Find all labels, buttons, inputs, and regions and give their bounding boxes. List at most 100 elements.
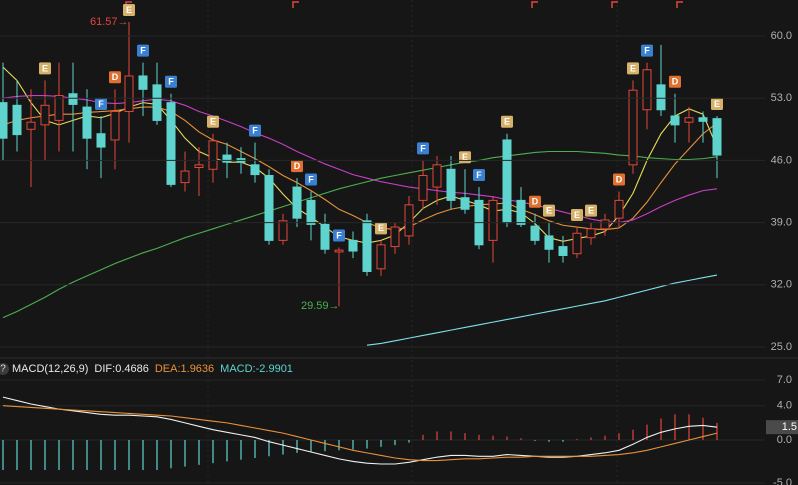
event-label: D <box>112 72 119 82</box>
high-annotation: 61.57→ <box>90 16 129 28</box>
help-icon[interactable]: ? <box>0 364 6 375</box>
candle-body <box>572 232 582 255</box>
event-badge <box>291 160 303 173</box>
corner-marker <box>676 1 683 8</box>
candle-body <box>670 115 680 126</box>
candle-body <box>194 164 204 169</box>
candle-body <box>684 117 694 123</box>
candle-body <box>124 75 134 113</box>
candle-body <box>68 93 78 105</box>
event-label: D <box>616 174 623 184</box>
event-badge <box>109 71 121 84</box>
macd-header-item: MACD:-2.9901 <box>220 363 293 375</box>
candle-body <box>208 140 218 170</box>
series-line <box>2 150 718 319</box>
event-label: E <box>378 223 384 233</box>
event-label: D <box>532 197 539 207</box>
candle-body <box>432 164 442 188</box>
candle-body <box>712 118 722 156</box>
low-annotation: 29.59→ <box>301 300 340 312</box>
y-tick-label: 53.0 <box>771 92 792 104</box>
event-badge <box>375 222 387 235</box>
lines <box>2 66 718 346</box>
corner-marker <box>611 1 618 8</box>
event-label: E <box>462 152 468 162</box>
series-line <box>2 405 718 462</box>
candle-body <box>40 104 50 126</box>
event-label: F <box>308 174 314 184</box>
event-label: F <box>168 77 174 87</box>
macd-header-item: MACD(12,26,9) <box>12 363 88 375</box>
event-label: F <box>252 125 258 135</box>
candle-body <box>166 102 176 185</box>
y-tick-label: 32.0 <box>771 279 792 291</box>
current-value-label: 1.5 <box>782 421 797 433</box>
candle-body <box>600 219 610 230</box>
event-label: E <box>546 205 552 215</box>
series-line <box>366 274 718 346</box>
series-line <box>2 396 718 465</box>
event-badge <box>627 62 639 75</box>
candle-body <box>180 170 190 184</box>
event-label: F <box>420 143 426 153</box>
event-badge <box>711 97 723 110</box>
candle-body <box>0 102 8 139</box>
event-badge <box>123 4 135 17</box>
corner-marker <box>531 1 538 8</box>
candle-body <box>558 246 568 256</box>
y-tick-label: 60.0 <box>771 30 792 42</box>
candle-body <box>320 223 330 250</box>
event-badge <box>137 44 149 57</box>
candle-body <box>586 228 596 239</box>
event-badge <box>669 75 681 88</box>
help-icon-bg[interactable] <box>0 363 9 375</box>
event-label: F <box>140 46 146 56</box>
candle-body <box>544 235 554 250</box>
event-label: E <box>714 99 720 109</box>
y-tick-label: 46.0 <box>771 154 792 166</box>
event-badge <box>95 97 107 110</box>
event-badge <box>165 75 177 88</box>
event-label: E <box>210 117 216 127</box>
candle-body <box>516 199 526 225</box>
event-label: E <box>126 5 132 15</box>
event-badge <box>39 62 51 75</box>
event-badge <box>249 124 261 137</box>
event-label: F <box>644 46 650 56</box>
candle-body <box>698 117 708 122</box>
candle-body <box>446 168 456 201</box>
y-tick-label: 25.0 <box>771 341 792 353</box>
event-badge <box>641 44 653 57</box>
macd-header-item: DIF:0.4686 <box>94 363 148 375</box>
event-label: D <box>672 77 679 87</box>
candle-body <box>656 84 666 111</box>
candle-body <box>488 199 498 241</box>
candle-body <box>292 186 302 219</box>
candle-body <box>376 244 386 270</box>
event-label: F <box>336 230 342 240</box>
candle-body <box>12 104 22 136</box>
event-badge <box>207 115 219 128</box>
candle-body <box>642 69 652 111</box>
corner-marker <box>292 1 299 8</box>
event-label: F <box>476 170 482 180</box>
event-label: E <box>588 205 594 215</box>
event-badge <box>543 204 555 217</box>
candle-body <box>110 111 120 141</box>
event-badge <box>417 142 429 155</box>
event-badge <box>473 169 485 182</box>
event-label: E <box>42 63 48 73</box>
candle-body <box>362 220 372 272</box>
event-badge <box>585 204 597 217</box>
candle-body <box>152 84 162 121</box>
candle-body <box>614 199 624 219</box>
current-value-badge <box>766 420 798 435</box>
candle-body <box>390 226 400 248</box>
candle-body <box>278 220 288 241</box>
candle-body <box>222 154 232 163</box>
candle-body <box>264 175 274 241</box>
event-label: E <box>574 210 580 220</box>
candle-body <box>26 121 36 130</box>
candle-body <box>334 249 344 253</box>
